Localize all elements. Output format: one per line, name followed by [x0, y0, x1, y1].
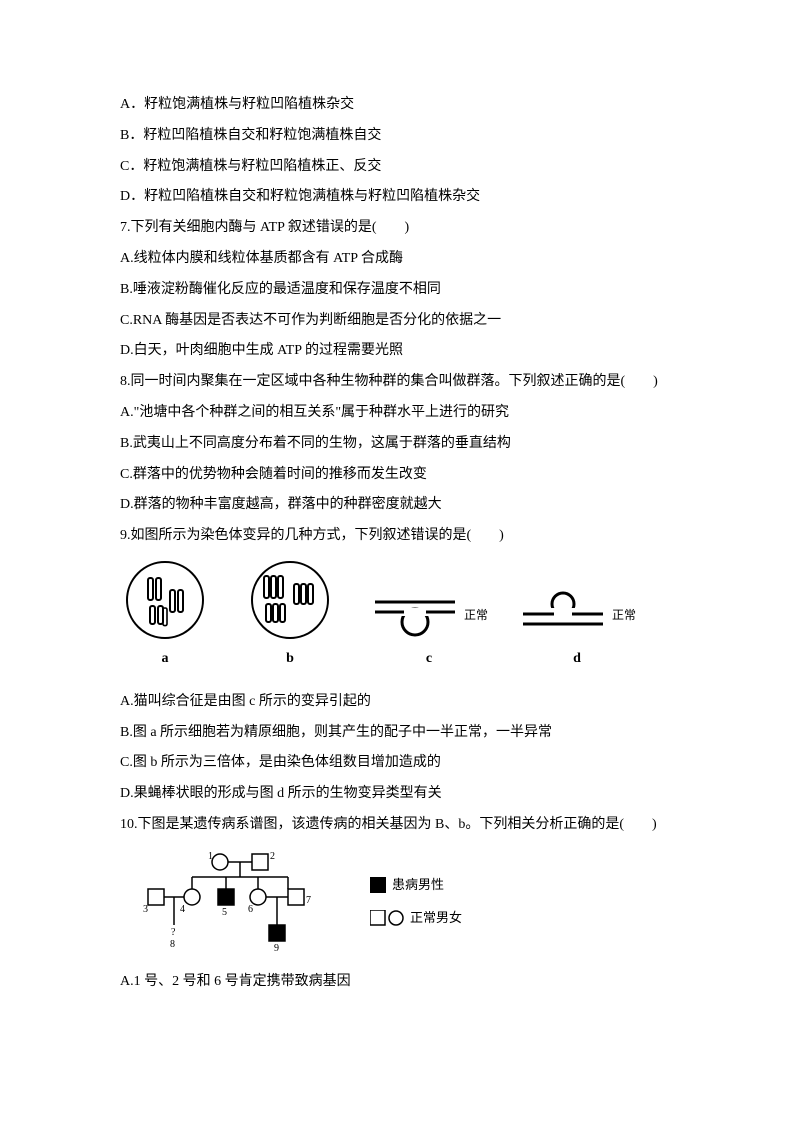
question-8: 8.同一时间内聚集在一定区域中各种生物种群的集合叫做群落。下列叙述正确的是( ) — [120, 367, 674, 398]
q10-option-a: A.1 号、2 号和 6 号肯定携带致病基因 — [120, 967, 674, 998]
ped-n1: 1 — [208, 851, 213, 862]
ped-n4: 4 — [180, 904, 185, 915]
ped-n9: 9 — [274, 943, 279, 954]
q9-option-d: D.果蝇棒状眼的形成与图 d 所示的生物变异类型有关 — [120, 779, 674, 810]
legend-normal: 正常男女 — [410, 904, 462, 933]
q10-pedigree: 1 2 3 4 5 6 7 ? 8 9 患病男性 正常男女 — [140, 847, 674, 957]
ped-n3: 3 — [143, 904, 148, 915]
q9-option-b: B.图 a 所示细胞若为精原细胞，则其产生的配子中一半正常，一半异常 — [120, 718, 674, 749]
q7-option-c: C.RNA 酶基因是否表达不可作为判断细胞是否分化的依据之一 — [120, 306, 674, 337]
q9-label-a: a — [162, 644, 169, 675]
q9-figure-d: 正常 d — [518, 590, 636, 675]
ped-n7: 7 — [306, 895, 311, 906]
q9-figure-b: b — [240, 560, 340, 675]
q9-figure-a: a — [120, 560, 210, 675]
q9-label-d: d — [573, 644, 581, 675]
option-b: B．籽粒凹陷植株自交和籽粒饱满植株自交 — [120, 121, 674, 152]
q8-option-c: C.群落中的优势物种会随着时间的推移而发生改变 — [120, 460, 674, 491]
q9-option-a: A.猫叫综合征是由图 c 所示的变异引起的 — [120, 687, 674, 718]
q7-option-b: B.唾液淀粉酶催化反应的最适温度和保存温度不相同 — [120, 275, 674, 306]
question-9: 9.如图所示为染色体变异的几种方式，下列叙述错误的是( ) — [120, 521, 674, 552]
question-7: 7.下列有关细胞内酶与 ATP 叙述错误的是( ) — [120, 213, 674, 244]
ped-n8: 8 — [170, 939, 175, 950]
q9-label-normal-c: 正常 — [464, 602, 488, 628]
q8-option-a: A."池塘中各个种群之间的相互关系"属于种群水平上进行的研究 — [120, 398, 674, 429]
option-a: A．籽粒饱满植株与籽粒凹陷植株杂交 — [120, 90, 674, 121]
legend-affected: 患病男性 — [392, 871, 444, 900]
q8-option-d: D.群落的物种丰富度越高，群落中的种群密度就越大 — [120, 490, 674, 521]
question-10: 10.下图是某遗传病系谱图，该遗传病的相关基因为 B、b。下列相关分析正确的是(… — [120, 810, 674, 841]
ped-q: ? — [171, 927, 176, 938]
ped-n5: 5 — [222, 907, 227, 918]
option-c: C．籽粒饱满植株与籽粒凹陷植株正、反交 — [120, 152, 674, 183]
q7-option-d: D.白天，叶肉细胞中生成 ATP 的过程需要光照 — [120, 336, 674, 367]
q9-figure-c: 正常 c — [370, 590, 488, 675]
ped-n2: 2 — [270, 851, 275, 862]
q9-label-normal-d: 正常 — [612, 602, 636, 628]
q9-label-b: b — [286, 644, 294, 675]
ped-n6: 6 — [248, 904, 253, 915]
q8-option-b: B.武夷山上不同高度分布着不同的生物，这属于群落的垂直结构 — [120, 429, 674, 460]
pedigree-legend: 患病男性 正常男女 — [370, 871, 462, 932]
option-d: D．籽粒凹陷植株自交和籽粒饱满植株与籽粒凹陷植株杂交 — [120, 182, 674, 213]
pedigree-svg: 1 2 3 4 5 6 7 ? 8 9 — [140, 847, 340, 957]
q9-figure-row: a b — [120, 560, 674, 675]
q9-label-c: c — [426, 644, 432, 675]
q7-option-a: A.线粒体内膜和线粒体基质都含有 ATP 合成酶 — [120, 244, 674, 275]
q9-option-c: C.图 b 所示为三倍体，是由染色体组数目增加造成的 — [120, 748, 674, 779]
